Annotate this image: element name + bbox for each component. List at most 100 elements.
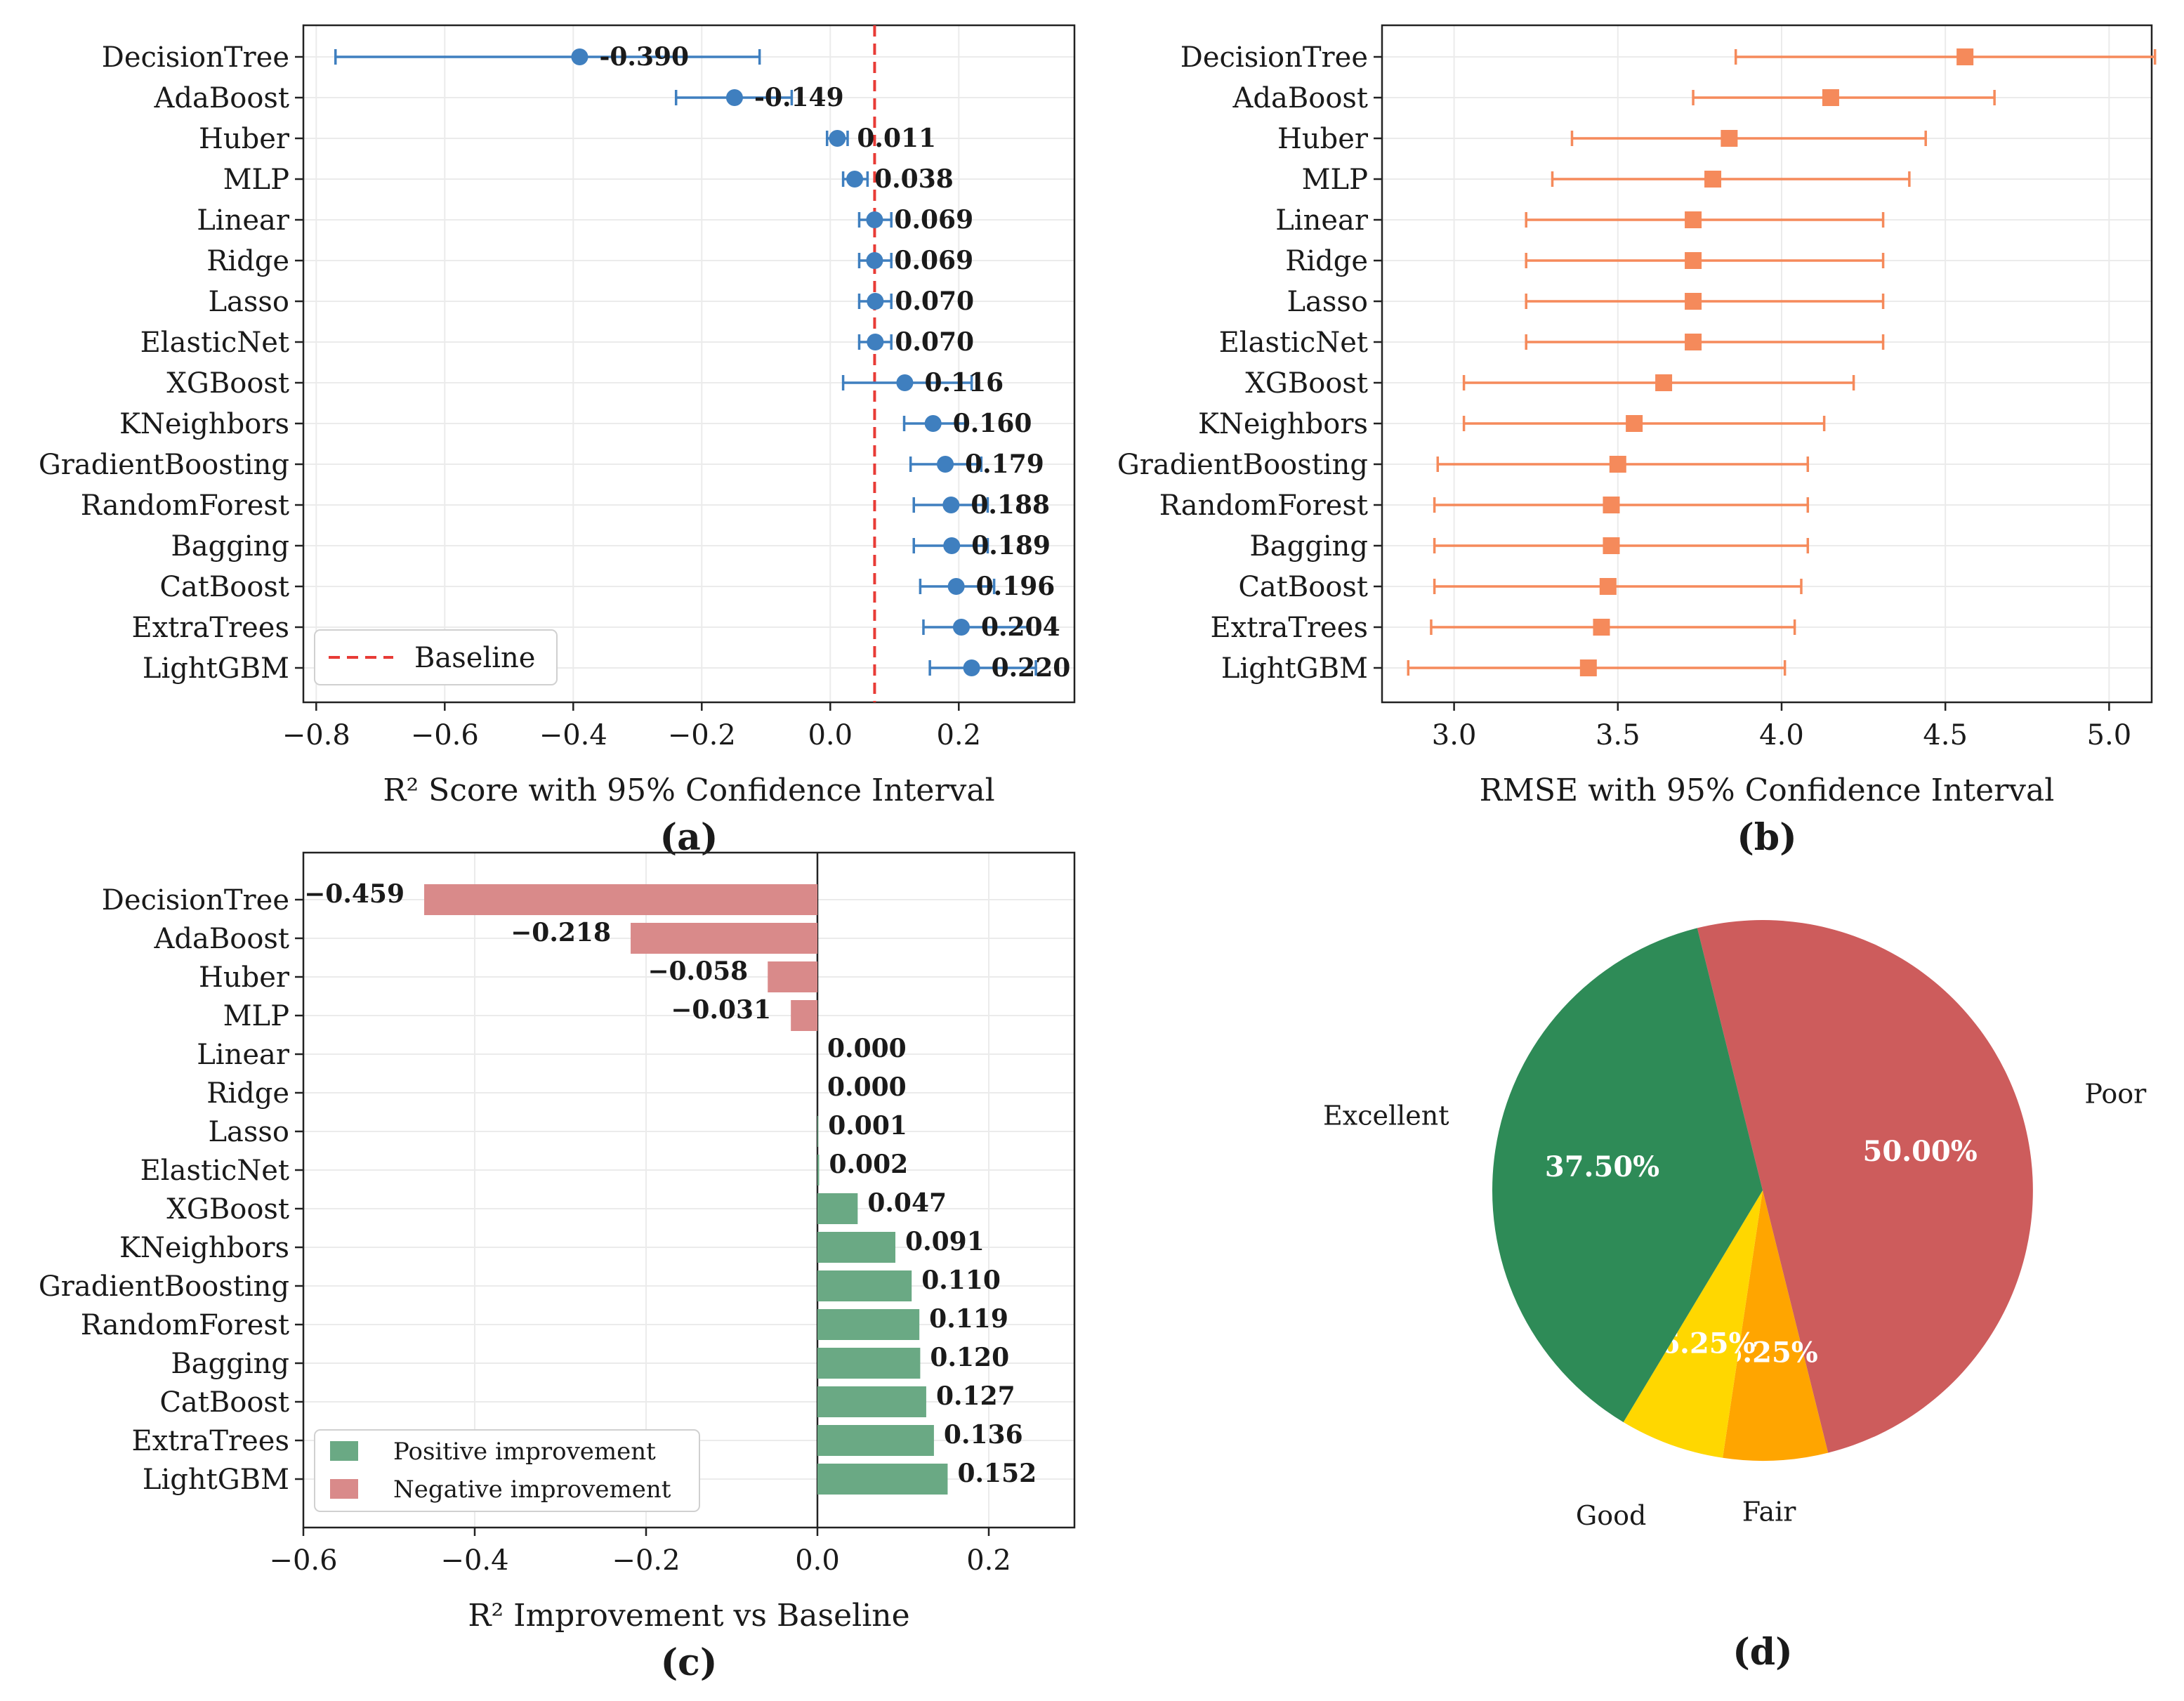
legend-negative-label: Negative improvement: [393, 1476, 671, 1504]
improvement-bar: [817, 1309, 920, 1340]
value-label: 0.127: [936, 1381, 1015, 1411]
improvement-bar: [817, 1155, 820, 1186]
rmse-point: [1593, 619, 1610, 636]
rmse-point: [1655, 374, 1673, 391]
r2-point: [896, 374, 914, 391]
improvement-bar: [817, 1386, 926, 1417]
y-tick-label: MLP: [1302, 164, 1368, 196]
value-label: 0.110: [921, 1266, 1001, 1295]
value-label: 0.160: [953, 409, 1032, 438]
y-tick-label: KNeighbors: [1198, 408, 1368, 440]
slice-category-label: Good: [1576, 1500, 1646, 1531]
rmse-point: [1603, 537, 1620, 554]
panel-a-r2-ci: −0.8 −0.6 −0.4 −0.2 0.0 0.2 DecisionTree AdaBoo…: [39, 24, 1076, 859]
y-tick-label: ElasticNet: [1219, 327, 1368, 359]
value-label: 0.189: [971, 531, 1051, 560]
legend: Baseline: [314, 629, 558, 685]
y-tick-label: RandomForest: [1159, 490, 1368, 522]
y-tick-label: XGBoost: [166, 367, 289, 400]
x-tick-label: 3.0: [1432, 719, 1477, 751]
improvement-bar: [817, 1193, 858, 1224]
y-tick-label: Linear: [1275, 204, 1369, 237]
value-label: −0.058: [647, 957, 748, 986]
panel-label: (b): [1737, 816, 1797, 859]
value-label: 0.116: [924, 368, 1004, 398]
legend: Positive improvement Negative improvement: [314, 1429, 700, 1512]
slice-percent-label: 37.50%: [1545, 1150, 1659, 1183]
value-label: 0.119: [929, 1304, 1008, 1334]
value-label: 0.196: [976, 572, 1055, 601]
rmse-point: [1956, 48, 1974, 65]
x-tick-label: −0.4: [539, 719, 607, 751]
pie-slice: [1697, 920, 2033, 1453]
pie-slice: [1623, 1190, 1763, 1458]
y-tick-label: Linear: [197, 204, 290, 237]
panel-b-rmse-ci: 3.0 3.5 4.0 4.5 5.0 DecisionTree AdaBoost Huber…: [1117, 24, 2157, 859]
value-label: 0.136: [944, 1420, 1023, 1450]
value-label: 0.179: [965, 449, 1044, 479]
y-tick-label: Linear: [197, 1039, 290, 1071]
value-label: 0.204: [981, 612, 1060, 642]
x-tick-label: 0.0: [795, 1544, 840, 1577]
improvement-bar: [768, 961, 817, 992]
r2-point: [725, 89, 743, 106]
value-label: 0.070: [895, 287, 974, 316]
value-label: −0.459: [304, 879, 404, 909]
x-tick-label: 4.0: [1759, 719, 1804, 751]
y-tick-label: Ridge: [1285, 245, 1368, 277]
r2-point: [846, 171, 864, 188]
r2-point: [947, 578, 965, 595]
r2-point: [952, 619, 970, 636]
x-axis-label: R² Score with 95% Confidence Interval: [383, 773, 994, 808]
r2-point: [829, 130, 846, 147]
y-tick-label: ElasticNet: [140, 327, 289, 359]
y-tick-label: KNeighbors: [119, 1232, 289, 1264]
panel-label: (d): [1732, 1631, 1793, 1674]
slice-category-label: Poor: [2084, 1079, 2147, 1110]
y-tick-label: XGBoost: [166, 1193, 289, 1226]
pie-slice: [1723, 1190, 1829, 1461]
r2-point: [942, 497, 960, 513]
y-tick-label: AdaBoost: [1232, 82, 1369, 114]
y-tick-label: MLP: [223, 1000, 289, 1032]
improvement-bar: [817, 1348, 921, 1379]
improvement-bar: [817, 1116, 819, 1147]
value-label: -0.149: [754, 83, 844, 112]
y-tick-label: KNeighbors: [119, 408, 289, 440]
rmse-point: [1685, 293, 1702, 310]
x-tick-label: 0.2: [966, 1544, 1011, 1577]
pie-slice: [1492, 928, 1763, 1423]
x-axis-label: RMSE with 95% Confidence Interval: [1480, 773, 2055, 808]
panel-c-r2-improvement: −0.6 −0.4 −0.2 0.0 0.2 DecisionTree AdaBoost Hu…: [39, 851, 1076, 1684]
legend-baseline-label: Baseline: [414, 642, 535, 674]
rmse-point: [1599, 578, 1617, 595]
value-label: 0.070: [895, 327, 974, 357]
value-label: 0.069: [894, 205, 973, 235]
improvement-bar: [817, 1270, 912, 1301]
y-tick-label: ExtraTrees: [132, 1425, 289, 1457]
r2-point: [937, 456, 954, 473]
value-label: −0.031: [671, 995, 771, 1025]
y-tick-label: AdaBoost: [154, 82, 290, 114]
x-tick-label: −0.6: [269, 1544, 337, 1577]
y-tick-label: MLP: [223, 164, 289, 196]
y-tick-label: Huber: [199, 123, 290, 155]
value-label: 0.220: [992, 653, 1071, 683]
r2-point: [867, 334, 884, 350]
rmse-point: [1685, 334, 1702, 350]
r2-point: [867, 293, 884, 310]
rmse-point: [1579, 659, 1597, 676]
y-tick-label: GradientBoosting: [39, 449, 289, 481]
y-tick-label: ExtraTrees: [132, 612, 289, 644]
legend-negative-swatch: [330, 1479, 358, 1499]
value-label: 0.002: [829, 1150, 908, 1179]
y-tick-label: Ridge: [206, 245, 289, 277]
y-tick-label: CatBoost: [1238, 571, 1368, 603]
y-tick-label: Lasso: [1287, 286, 1368, 318]
axes-frame: [1381, 24, 2153, 704]
rmse-point: [1609, 456, 1626, 473]
y-tick-label: Bagging: [171, 1348, 289, 1380]
panel-label: (c): [661, 1641, 718, 1684]
y-tick-label: LightGBM: [143, 1464, 289, 1496]
x-tick-label: −0.8: [282, 719, 350, 751]
